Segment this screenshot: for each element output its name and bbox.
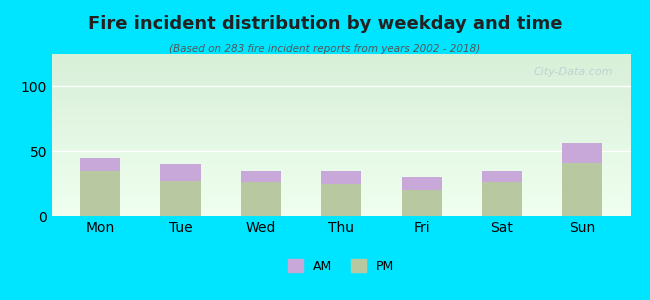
Bar (482, 182, 522, 216)
Bar (562, 143, 603, 163)
Text: City-Data.com: City-Data.com (534, 67, 613, 77)
Bar (321, 184, 361, 216)
Bar (80, 158, 120, 171)
Bar (562, 163, 603, 216)
Bar (321, 171, 361, 184)
Bar (161, 181, 201, 216)
Text: Fire incident distribution by weekday and time: Fire incident distribution by weekday an… (88, 15, 562, 33)
Text: (Based on 283 fire incident reports from years 2002 - 2018): (Based on 283 fire incident reports from… (170, 44, 480, 53)
Bar (482, 171, 522, 182)
Bar (240, 182, 281, 216)
Bar (240, 171, 281, 182)
Bar (80, 171, 120, 216)
Legend: AM, PM: AM, PM (283, 254, 399, 278)
Bar (161, 164, 201, 181)
Bar (402, 190, 442, 216)
Bar (402, 177, 442, 190)
